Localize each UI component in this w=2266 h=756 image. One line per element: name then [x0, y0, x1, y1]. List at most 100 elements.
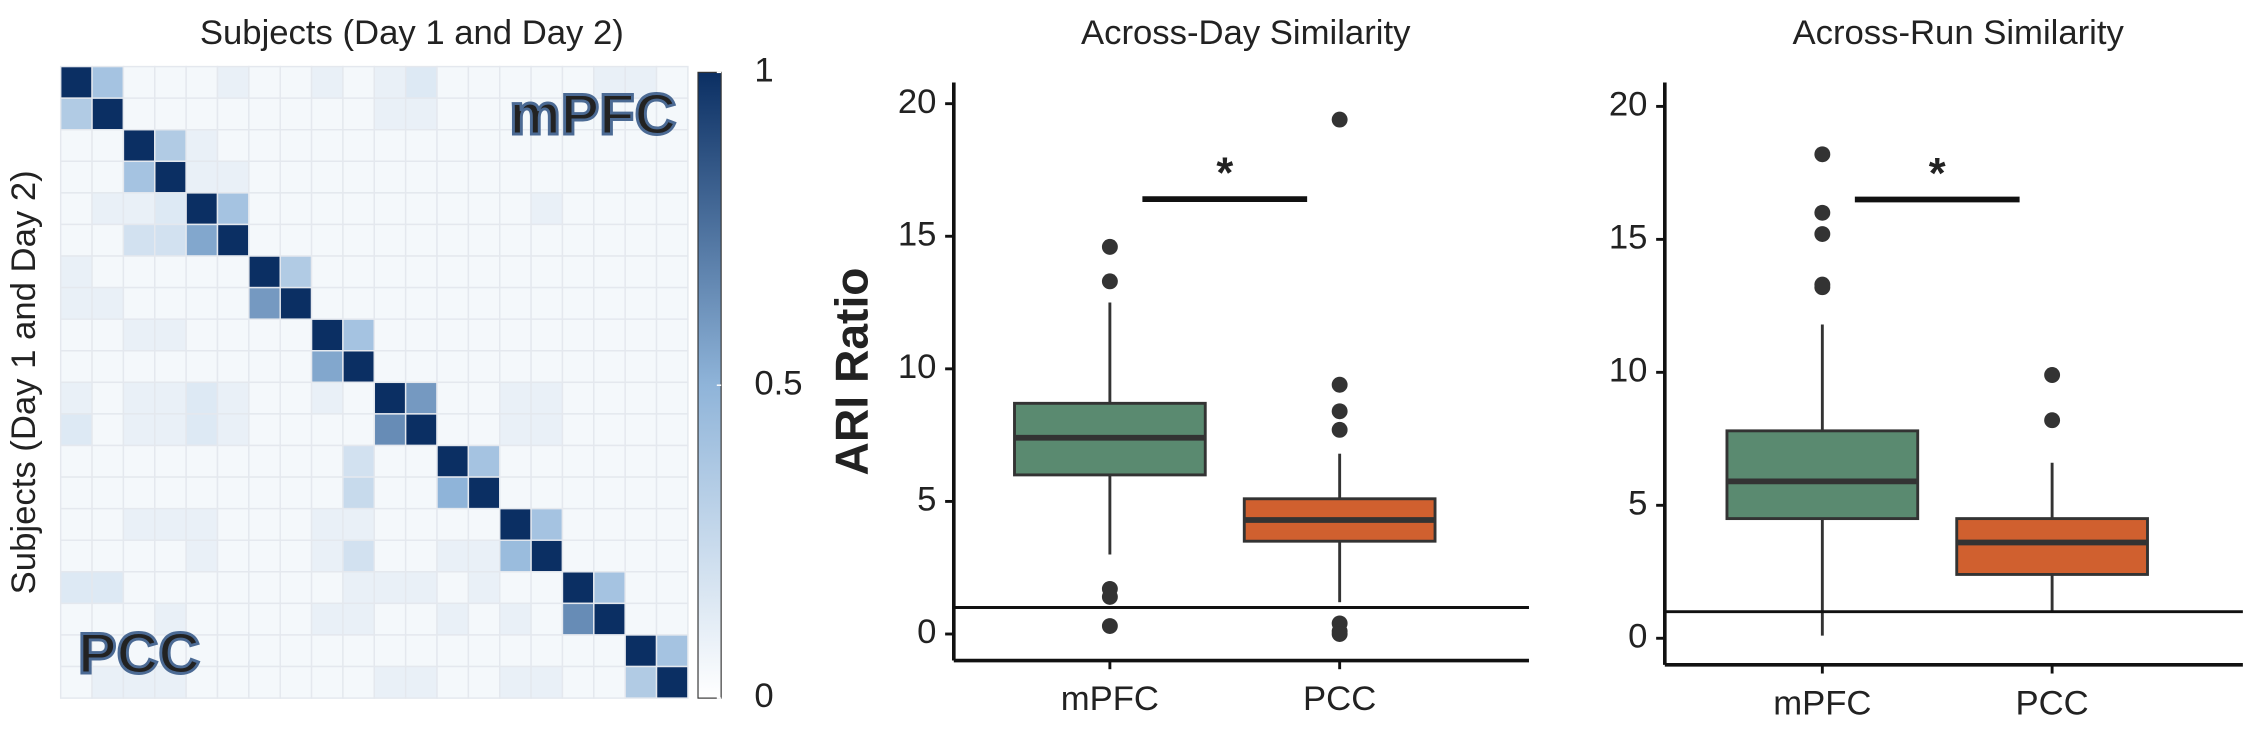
- heatmap-cell: [154, 381, 187, 415]
- heatmap-cell: [248, 318, 281, 352]
- heatmap-cell: [216, 539, 250, 573]
- heatmap-cell: [530, 571, 564, 605]
- heatmap-cell: [561, 192, 595, 226]
- heatmap-cell: [436, 223, 470, 257]
- heatmap-cell: [499, 192, 532, 226]
- heatmap-cell: [655, 318, 689, 352]
- heatmap-cell: [185, 571, 219, 605]
- y-tick-label: 20: [898, 83, 937, 121]
- heatmap-cell: [185, 507, 219, 541]
- heatmap-cell: [624, 539, 658, 573]
- heatmap-cell: [436, 192, 470, 226]
- heatmap-cell: [154, 350, 187, 384]
- heatmap-cell: [499, 571, 532, 605]
- heatmap-cell: [624, 350, 658, 384]
- heatmap-cell: [467, 539, 501, 573]
- heatmap-cell: [216, 97, 250, 131]
- x-tick-label: PCC: [2016, 684, 2089, 722]
- heatmap-cell: [310, 665, 344, 699]
- heatmap-cell: [342, 507, 376, 541]
- heatmap-cell: [185, 160, 219, 194]
- y-tick-label: 5: [1628, 484, 1647, 522]
- heatmap-cell: [436, 65, 470, 99]
- heatmap-cell: [59, 381, 93, 415]
- heatmap-cell: [248, 413, 281, 447]
- heatmap-cell: [593, 160, 626, 194]
- heatmap-cell: [530, 665, 564, 699]
- heatmap-cell: [59, 476, 93, 510]
- heatmap-cell: [248, 160, 281, 194]
- heatmap-cell: [154, 65, 187, 99]
- y-tick-label: 5: [917, 481, 936, 519]
- heatmap-cell: [373, 413, 407, 447]
- heatmap-cell: [342, 129, 376, 163]
- heatmap-cell: [593, 634, 626, 668]
- heatmap-cell: [467, 192, 501, 226]
- heatmap-cell: [59, 160, 93, 194]
- heatmap-cell: [122, 318, 156, 352]
- heatmap-cell: [655, 192, 689, 226]
- significance-label: *: [1216, 149, 1233, 197]
- heatmap-cell: [530, 97, 564, 131]
- heatmap-cell: [655, 160, 689, 194]
- box: [1725, 429, 1920, 521]
- heatmap-cell: [436, 634, 470, 668]
- heatmap-cell: [436, 318, 470, 352]
- heatmap-cell: [467, 571, 501, 605]
- heatmap-cell: [279, 571, 313, 605]
- heatmap-cell: [530, 286, 564, 320]
- heatmap-cell: [373, 192, 407, 226]
- heatmap-cell: [499, 476, 532, 510]
- heatmap-cell: [185, 192, 219, 226]
- heatmap-cell: [122, 381, 156, 415]
- heatmap-cell: [342, 602, 376, 636]
- heatmap-cell: [530, 160, 564, 194]
- heatmap-cell: [279, 507, 313, 541]
- heatmap-cell: [342, 413, 376, 447]
- outlier: [1101, 618, 1118, 635]
- significance-label: *: [1929, 150, 1946, 198]
- heatmap-cell: [404, 444, 438, 478]
- heatmap-cell: [404, 286, 438, 320]
- heatmap-cell: [248, 665, 281, 699]
- heatmap-cell: [373, 444, 407, 478]
- heatmap-cell: [122, 97, 156, 131]
- heatmap-cell: [373, 160, 407, 194]
- heatmap-cell: [530, 507, 564, 541]
- heatmap-cell: [561, 602, 595, 636]
- outlier: [1814, 204, 1831, 221]
- heatmap-cell: [279, 634, 313, 668]
- heatmap-cell: [91, 350, 125, 384]
- heatmap-cell: [373, 381, 407, 415]
- heatmap-cell: [59, 350, 93, 384]
- heatmap-cell: [185, 381, 219, 415]
- heatmap-cell: [342, 223, 376, 257]
- heatmap-cell: [216, 665, 250, 699]
- heatmap-cell: [279, 444, 313, 478]
- heatmap-cell: [467, 444, 501, 478]
- heatmap-cell: [310, 350, 344, 384]
- heatmap-cell: [122, 413, 156, 447]
- heatmap-cell: [373, 223, 407, 257]
- heatmap-cell: [655, 255, 689, 289]
- chart-title: Subjects (Day 1 and Day 2): [200, 14, 624, 52]
- heatmap-cell: [436, 97, 470, 131]
- heatmap-cell: [154, 444, 187, 478]
- heatmap-cell: [310, 476, 344, 510]
- colorbar-tick-label: 0.5: [754, 364, 802, 402]
- heatmap-cell: [59, 223, 93, 257]
- heatmap-cell: [154, 476, 187, 510]
- heatmap-cell: [154, 129, 187, 163]
- heatmap-cell: [279, 539, 313, 573]
- heatmap-cell: [561, 507, 595, 541]
- heatmap-cell: [467, 129, 501, 163]
- heatmap-cell: [185, 97, 219, 131]
- heatmap-cell: [624, 318, 658, 352]
- heatmap-cell: [655, 413, 689, 447]
- heatmap-cell: [499, 444, 532, 478]
- heatmap-cell: [404, 192, 438, 226]
- heatmap-cell: [655, 571, 689, 605]
- heatmap-cell: [561, 318, 595, 352]
- heatmap-cell: [342, 65, 376, 99]
